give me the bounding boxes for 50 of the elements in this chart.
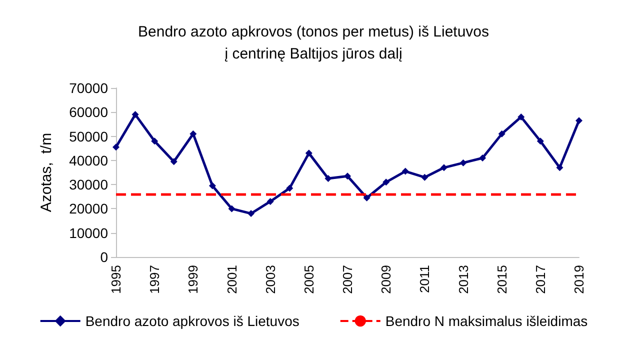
y-axis-title: Azotas, t/m	[38, 132, 55, 212]
point	[344, 172, 351, 180]
legend-label: Bendro N maksimalus išleidimas	[385, 313, 588, 329]
point	[190, 130, 197, 138]
point	[266, 198, 274, 205]
y-tick-label: 60000	[69, 104, 108, 120]
x-tick-label: 2005	[301, 265, 316, 294]
point	[324, 175, 332, 182]
point	[576, 117, 582, 124]
y-tick-label: 50000	[69, 128, 108, 144]
y-tick-label: 40000	[69, 152, 108, 168]
x-tick-label: 2019	[572, 265, 586, 294]
point	[228, 205, 236, 212]
point	[536, 138, 544, 145]
legend-label: Bendro azoto apkrovos iš Lietuvos	[85, 313, 300, 329]
point	[440, 164, 448, 172]
x-tick-label: 1999	[186, 265, 201, 294]
x-tick-label: 2001	[224, 265, 240, 294]
point	[132, 111, 139, 118]
point	[208, 182, 216, 190]
point	[170, 158, 178, 166]
y-tick-label: 20000	[69, 200, 108, 217]
point	[286, 184, 294, 192]
point	[498, 130, 506, 138]
point	[421, 174, 428, 181]
point	[305, 150, 312, 157]
y-tick-label: 10000	[69, 224, 108, 241]
point	[151, 138, 158, 145]
point	[518, 113, 525, 120]
x-tick-label: 2009	[378, 265, 394, 294]
point	[556, 164, 564, 172]
point	[402, 168, 409, 175]
point	[112, 144, 120, 151]
x-tick-label: 2003	[262, 265, 278, 294]
x-tick-label: 2017	[532, 265, 548, 294]
y-tick-label: 0	[100, 249, 108, 265]
x-tick-label: 1995	[108, 265, 124, 294]
point	[382, 178, 390, 186]
point	[363, 194, 370, 202]
x-tick-label: 2007	[340, 265, 355, 294]
x-tick-label: 2015	[494, 265, 510, 294]
x-tick-label: 2013	[456, 265, 471, 294]
x-tick-label: 2011	[417, 265, 432, 293]
y-tick-label: 70000	[69, 80, 108, 96]
y-tick-label: 30000	[69, 176, 108, 193]
chart-title: Bendro azoto apkrovos (tonos per metus) iš Lietuvos į centrinę Baltijos jūros dalį	[138, 24, 490, 62]
x-tick-label: 1997	[147, 265, 162, 294]
point	[248, 210, 255, 218]
point	[460, 159, 467, 166]
point	[479, 154, 486, 162]
